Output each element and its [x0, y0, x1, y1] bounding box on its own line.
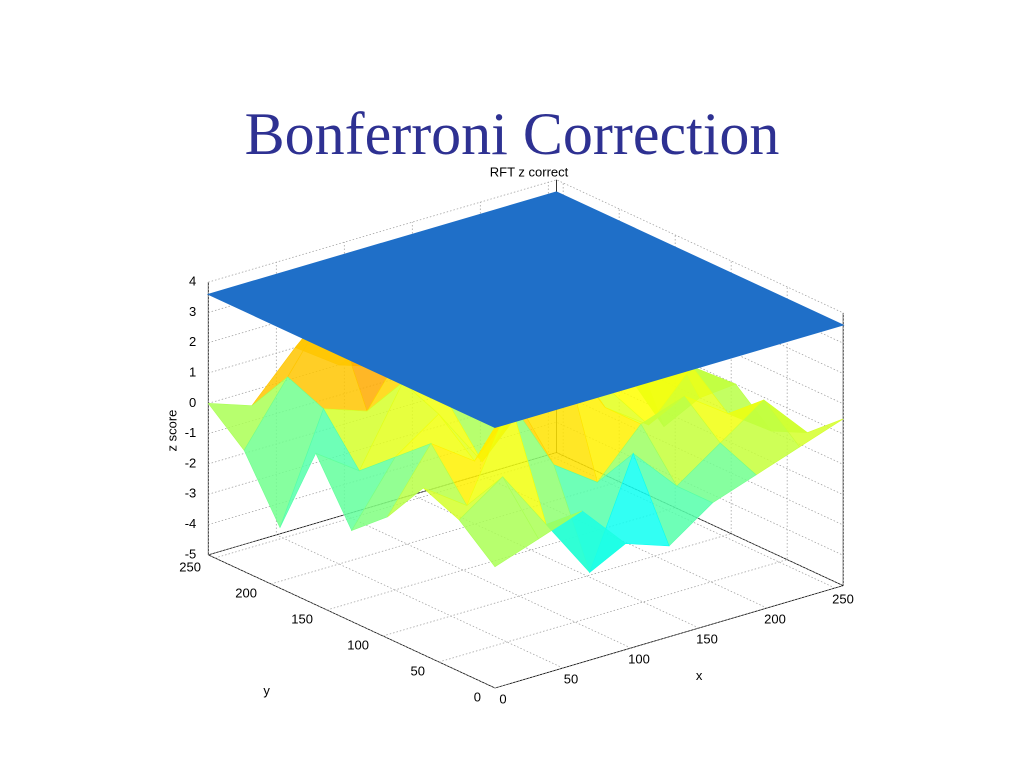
- y-tick-label: 50: [411, 663, 425, 678]
- z-tick-label: 3: [189, 304, 196, 319]
- slide-title: Bonferroni Correction: [244, 101, 780, 167]
- y-tick-label: 0: [474, 689, 481, 704]
- y-tick-label: 100: [347, 637, 369, 652]
- x-axis-label: x: [696, 668, 703, 683]
- z-tick-label: -3: [185, 486, 197, 501]
- x-tick-label: 0: [499, 691, 506, 706]
- x-tick-label: 50: [564, 671, 578, 686]
- y-axis-label: y: [263, 683, 270, 698]
- z-tick-label: 2: [189, 334, 196, 349]
- z-tick-label: 4: [189, 274, 196, 289]
- z-tick-label: -2: [185, 455, 197, 470]
- x-tick-label: 250: [832, 591, 854, 606]
- z-axis-label: z score: [165, 410, 180, 452]
- chart-title: RFT z correct: [490, 164, 569, 179]
- y-tick-label: 250: [179, 559, 201, 574]
- y-tick-label: 200: [235, 585, 257, 600]
- z-tick-label: -4: [185, 516, 197, 531]
- y-tick-label: 150: [291, 611, 313, 626]
- z-tick-label: 0: [189, 395, 196, 410]
- surface-patch: [458, 476, 539, 568]
- x-tick-label: 100: [628, 651, 650, 666]
- x-tick-label: 200: [764, 611, 786, 626]
- threshold-plane: [206, 191, 845, 428]
- z-tick-label: -1: [185, 425, 197, 440]
- z-tick-label: 1: [189, 365, 196, 380]
- x-tick-label: 150: [696, 631, 718, 646]
- z-tick-label: -5: [185, 546, 197, 561]
